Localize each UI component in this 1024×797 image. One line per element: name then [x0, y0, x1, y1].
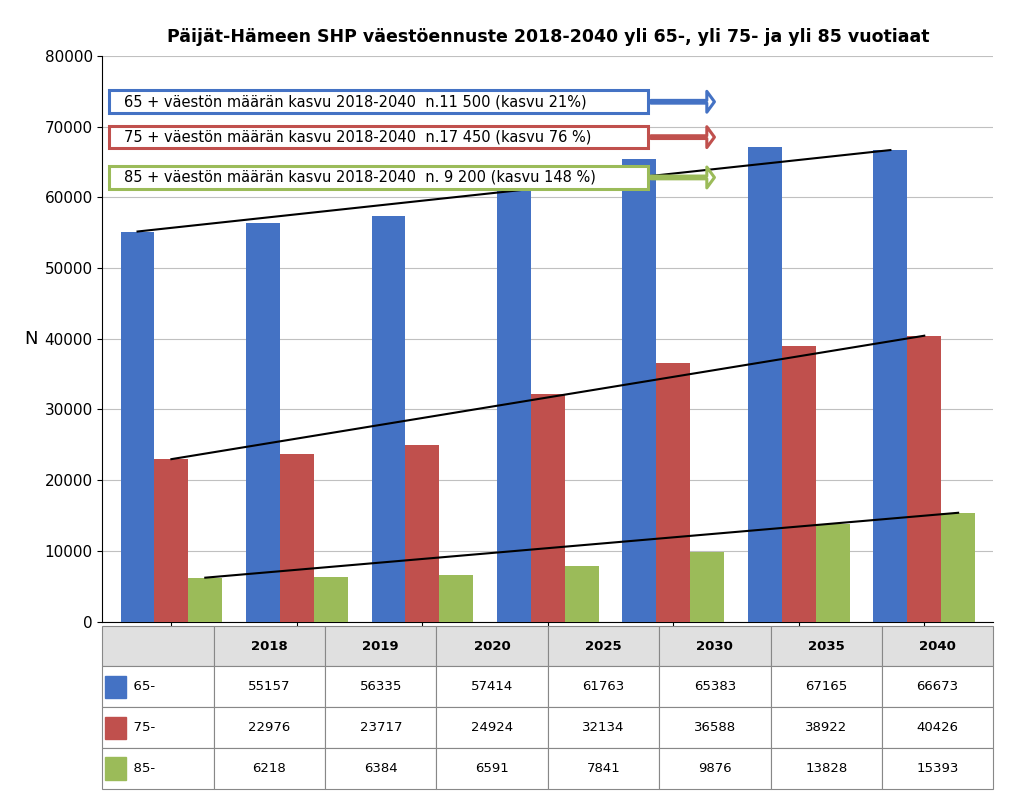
Bar — [280, 454, 313, 622]
Text: 2020: 2020 — [474, 639, 511, 653]
Text: 2019: 2019 — [362, 639, 399, 653]
Text: 2040: 2040 — [920, 639, 956, 653]
Bar — [497, 185, 530, 622]
Bar — [782, 347, 816, 622]
Text: 6384: 6384 — [364, 762, 397, 775]
Bar — [565, 566, 599, 622]
Bar — [406, 446, 439, 622]
Text: 85 + väestön määrän kasvu 2018-2040  n. 9 200 (kasvu 148 %): 85 + väestön määrän kasvu 2018-2040 n. 9… — [124, 170, 596, 185]
Text: 61763: 61763 — [583, 681, 625, 693]
Bar — [873, 150, 907, 622]
Text: 23717: 23717 — [359, 721, 402, 734]
Text: 65 + väestön määrän kasvu 2018-2040  n.11 500 (kasvu 21%): 65 + väestön määrän kasvu 2018-2040 n.11… — [124, 94, 587, 109]
Bar — [623, 159, 656, 622]
Text: 55157: 55157 — [248, 681, 291, 693]
Bar — [155, 459, 188, 622]
Bar — [690, 552, 724, 622]
Text: 15393: 15393 — [916, 762, 958, 775]
Bar — [121, 231, 155, 622]
Bar — [313, 576, 348, 622]
Text: 65-: 65- — [108, 681, 155, 693]
Text: 24924: 24924 — [471, 721, 513, 734]
Text: 2025: 2025 — [585, 639, 622, 653]
Bar — [372, 215, 406, 622]
Text: 56335: 56335 — [359, 681, 402, 693]
Text: 13828: 13828 — [805, 762, 848, 775]
Bar — [816, 524, 850, 622]
Bar — [439, 575, 473, 622]
FancyBboxPatch shape — [109, 90, 648, 113]
Text: 38922: 38922 — [805, 721, 848, 734]
Bar — [188, 578, 222, 622]
Text: 57414: 57414 — [471, 681, 513, 693]
Text: 65383: 65383 — [693, 681, 736, 693]
Text: 75 + väestön määrän kasvu 2018-2040  n.17 450 (kasvu 76 %): 75 + väestön määrän kasvu 2018-2040 n.17… — [124, 130, 591, 144]
Title: Päijät-Hämeen SHP väestöennuste 2018-2040 yli 65-, yli 75- ja yli 85 vuotiaat: Päijät-Hämeen SHP väestöennuste 2018-204… — [167, 28, 929, 46]
Text: 6591: 6591 — [475, 762, 509, 775]
FancyBboxPatch shape — [109, 126, 648, 148]
Y-axis label: N: N — [24, 330, 37, 347]
Text: 66673: 66673 — [916, 681, 958, 693]
Bar — [246, 223, 280, 622]
Text: 67165: 67165 — [805, 681, 848, 693]
FancyBboxPatch shape — [109, 166, 648, 189]
Text: 85-: 85- — [108, 762, 155, 775]
Text: 36588: 36588 — [694, 721, 736, 734]
Text: 22976: 22976 — [248, 721, 291, 734]
Text: 32134: 32134 — [583, 721, 625, 734]
Text: 2035: 2035 — [808, 639, 845, 653]
Text: 40426: 40426 — [916, 721, 958, 734]
Text: 2018: 2018 — [251, 639, 288, 653]
Text: 9876: 9876 — [698, 762, 732, 775]
Bar — [530, 395, 565, 622]
Bar — [656, 363, 690, 622]
Bar — [941, 512, 975, 622]
Bar — [748, 147, 782, 622]
Text: 2030: 2030 — [696, 639, 733, 653]
Text: 75-: 75- — [108, 721, 155, 734]
Text: 7841: 7841 — [587, 762, 621, 775]
Text: 6218: 6218 — [253, 762, 287, 775]
Bar — [907, 336, 941, 622]
